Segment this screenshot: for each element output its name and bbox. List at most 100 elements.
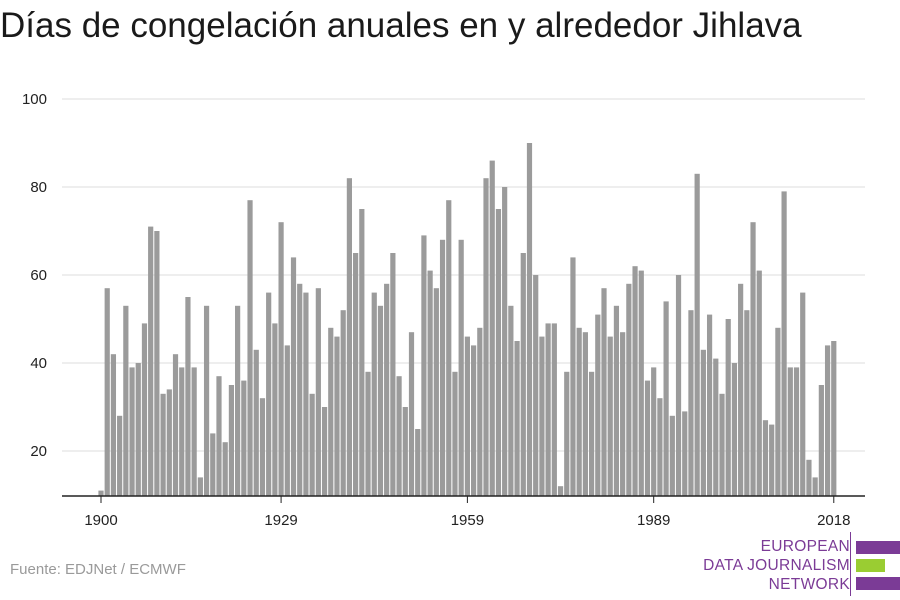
source-note: Fuente: EDJNet / ECMWF xyxy=(10,561,186,578)
bar-2012 xyxy=(793,367,800,496)
bar-1997 xyxy=(700,349,706,496)
bar-2003 xyxy=(738,283,744,496)
bar-1990 xyxy=(657,398,663,496)
x-tick-label: 1900 xyxy=(84,512,117,529)
bar-1947 xyxy=(390,253,396,496)
y-tick-label: 60 xyxy=(30,267,47,284)
bar-2000 xyxy=(719,393,725,496)
logo-line-network: NETWORK xyxy=(768,576,850,593)
bar-1946 xyxy=(384,283,390,496)
bar-1925 xyxy=(253,349,259,496)
bar-1994 xyxy=(682,411,688,496)
bar-1927 xyxy=(266,292,272,496)
bar-1996 xyxy=(694,173,700,497)
bar-2018 xyxy=(831,341,837,496)
bar-1940 xyxy=(346,178,352,496)
bar-1943 xyxy=(365,371,371,496)
bar-1942 xyxy=(359,209,365,496)
bar-1921 xyxy=(228,385,235,496)
bar-1935 xyxy=(315,288,321,496)
bar-1938 xyxy=(334,336,340,496)
bar-1988 xyxy=(644,380,651,496)
bar-1911 xyxy=(166,389,172,496)
bar-1962 xyxy=(483,178,489,496)
x-tick-label: 2018 xyxy=(817,512,850,529)
bar-2006 xyxy=(756,270,762,496)
bar-2005 xyxy=(750,222,756,496)
bar-1916 xyxy=(197,477,203,496)
bar-2007 xyxy=(762,420,769,496)
bar-1923 xyxy=(241,380,247,496)
bar-1949 xyxy=(402,407,408,496)
bar-1974 xyxy=(557,486,564,496)
bar-1950 xyxy=(408,332,415,496)
logo-bar-middle xyxy=(856,559,885,572)
bar-1975 xyxy=(564,371,570,496)
bar-1953 xyxy=(427,270,433,496)
bar-1919 xyxy=(216,376,222,496)
bar-1907 xyxy=(141,323,148,496)
bar-1945 xyxy=(377,305,384,496)
logo-line-data-journalism: DATA JOURNALISM xyxy=(703,557,850,574)
bar-1980 xyxy=(595,314,601,496)
bar-1956 xyxy=(446,200,452,496)
bar-1917 xyxy=(203,305,210,496)
bar-2017 xyxy=(824,345,831,496)
x-tick-label: 1959 xyxy=(451,512,484,529)
bar-1929 xyxy=(278,222,284,496)
bar-1992 xyxy=(669,415,675,496)
bar-1993 xyxy=(675,275,682,496)
y-axis-labels: 20 40 60 80 100 xyxy=(22,91,47,460)
bar-2010 xyxy=(781,191,787,496)
bar-1951 xyxy=(415,429,421,496)
bar-1977 xyxy=(576,327,582,496)
bar-1966 xyxy=(508,305,514,496)
y-tick-label: 40 xyxy=(30,355,47,372)
bar-1969 xyxy=(526,143,533,496)
bar-1989 xyxy=(651,367,657,496)
bar-1900 xyxy=(98,490,104,496)
bar-1918 xyxy=(210,433,216,496)
bar-1973 xyxy=(551,323,557,496)
bar-1931 xyxy=(290,257,297,496)
bar-1914 xyxy=(185,297,191,496)
bar-1970 xyxy=(533,275,539,496)
logo-divider xyxy=(850,532,851,596)
bar-2011 xyxy=(787,367,793,496)
edjnet-logo: EUROPEAN DATA JOURNALISM NETWORK xyxy=(700,532,900,600)
bar-1971 xyxy=(539,336,545,496)
bar-2009 xyxy=(775,327,781,496)
bar-1952 xyxy=(421,235,427,496)
bar-2014 xyxy=(806,459,812,496)
logo-bar-bottom xyxy=(856,577,900,590)
bar-1922 xyxy=(235,305,241,496)
bar-2008 xyxy=(769,424,775,496)
bar-1913 xyxy=(179,367,185,496)
bar-1982 xyxy=(607,336,613,496)
bar-1915 xyxy=(191,367,197,496)
bar-1998 xyxy=(706,314,713,496)
bar-1981 xyxy=(601,288,607,496)
bar-1910 xyxy=(160,393,166,496)
bar-1906 xyxy=(135,363,141,496)
bar-1908 xyxy=(148,226,154,496)
chart-title: Días de congelación anuales en y alreded… xyxy=(0,6,802,45)
bar-1939 xyxy=(340,310,346,496)
bars xyxy=(98,143,837,497)
bar-1909 xyxy=(154,231,160,496)
bar-1928 xyxy=(272,323,278,496)
bar-1978 xyxy=(582,332,588,496)
bar-1984 xyxy=(620,332,626,496)
bar-1983 xyxy=(613,305,620,496)
bar-1968 xyxy=(520,253,526,496)
bar-2015 xyxy=(812,477,818,496)
y-tick-label: 80 xyxy=(30,179,47,196)
bar-1999 xyxy=(713,358,719,496)
bar-1957 xyxy=(452,371,458,496)
x-axis-ticks: 1900 1929 1959 1989 2018 xyxy=(84,496,850,529)
bar-1995 xyxy=(688,310,694,496)
bar-1926 xyxy=(259,398,266,496)
bar-1944 xyxy=(371,292,377,496)
bar-1948 xyxy=(396,376,402,496)
bar-1967 xyxy=(514,341,520,496)
